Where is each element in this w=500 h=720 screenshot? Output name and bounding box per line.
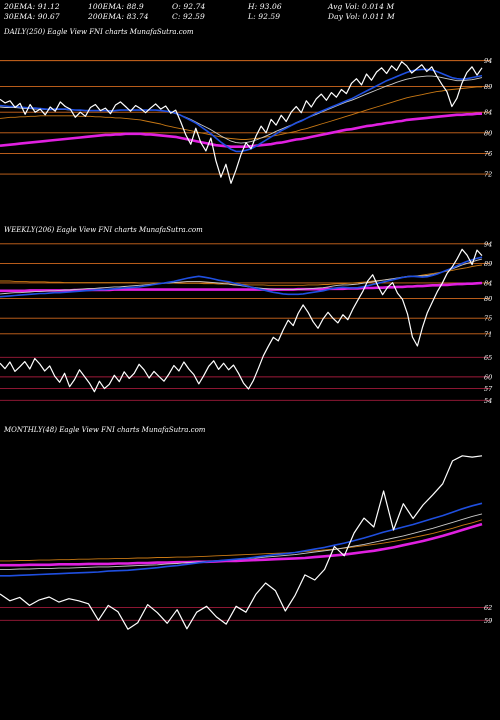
daily-panel-title: DAILY(250) Eagle View FNI charts MunafaS… bbox=[4, 28, 194, 36]
header-ema30: 30EMA: 90.67 bbox=[4, 12, 60, 21]
weekly-tick-label: 57 bbox=[484, 385, 493, 393]
monthly-tick-label: 62 bbox=[484, 604, 492, 612]
weekly-tick-label: 89 bbox=[484, 260, 492, 268]
daily-tick-label: 89 bbox=[484, 83, 492, 91]
monthly-ema20-line bbox=[0, 502, 483, 577]
daily-ema200-line bbox=[0, 112, 482, 148]
daily-tick-label: 80 bbox=[484, 129, 492, 137]
weekly-tick-label: 94 bbox=[484, 240, 492, 248]
monthly-price-line bbox=[0, 455, 483, 630]
daily-price-line bbox=[0, 61, 483, 184]
daily-tick-label: 94 bbox=[484, 57, 492, 65]
daily-tick-label: 76 bbox=[484, 150, 492, 158]
header-day-vol: Day Vol: 0.011 M bbox=[328, 12, 395, 21]
weekly-tick-label: 80 bbox=[484, 295, 492, 303]
weekly-price-line bbox=[0, 248, 483, 393]
monthly-ema200-line bbox=[0, 522, 483, 567]
header-ema100: 100EMA: 88.9 bbox=[88, 2, 144, 11]
daily-tick-label: 84 bbox=[484, 109, 492, 117]
weekly-ema200-line bbox=[0, 281, 483, 293]
weekly-tick-label: 54 bbox=[484, 397, 492, 405]
header-ema20: 20EMA: 91.12 bbox=[4, 2, 60, 11]
monthly-ema100-line bbox=[0, 519, 483, 562]
daily-ema100-line bbox=[0, 86, 482, 140]
weekly-tick-label: 60 bbox=[484, 373, 492, 381]
monthly-chart: 62 59 bbox=[0, 455, 492, 630]
daily-chart: 94 89 84 80 76 72 bbox=[0, 57, 492, 184]
header-close: C: 92.59 bbox=[172, 12, 205, 21]
weekly-panel-title: WEEKLY(206) Eagle View FNI charts Munafa… bbox=[4, 226, 203, 234]
monthly-panel-title: MONTHLY(48) Eagle View FNI charts Munafa… bbox=[4, 426, 206, 434]
weekly-tick-label: 84 bbox=[484, 280, 492, 288]
daily-ema20-line bbox=[0, 68, 483, 153]
header-open: O: 92.74 bbox=[172, 2, 206, 11]
weekly-tick-label: 75 bbox=[484, 315, 492, 323]
header-avg-vol: Avg Vol: 0.014 M bbox=[328, 2, 395, 11]
weekly-ema100-line bbox=[0, 264, 483, 286]
monthly-tick-label: 59 bbox=[484, 617, 492, 625]
header-high: H: 93.06 bbox=[248, 2, 282, 11]
header-low: L: 92.59 bbox=[248, 12, 281, 21]
daily-tick-label: 72 bbox=[484, 171, 492, 179]
weekly-tick-label: 65 bbox=[484, 354, 492, 362]
header-ema200: 200EMA: 83.74 bbox=[88, 12, 149, 21]
weekly-chart: 94 89 84 80 75 71 65 60 57 54 bbox=[0, 240, 493, 405]
weekly-tick-label: 71 bbox=[484, 330, 492, 338]
weekly-ema20-line bbox=[0, 256, 483, 298]
